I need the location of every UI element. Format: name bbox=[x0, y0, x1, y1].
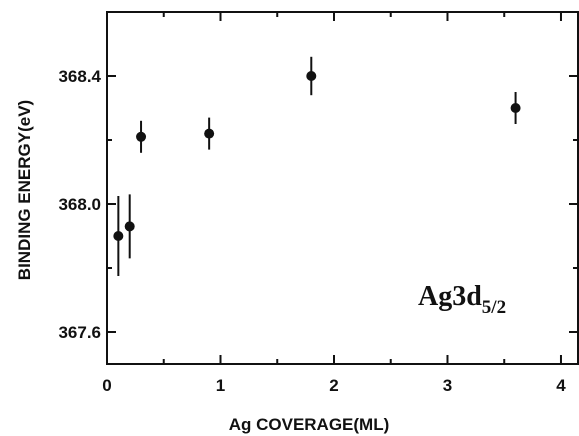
x-tick-label: 3 bbox=[443, 376, 452, 395]
data-point bbox=[124, 221, 135, 232]
x-tick-label: 0 bbox=[102, 376, 111, 395]
plot-frame bbox=[106, 11, 579, 365]
data-points bbox=[113, 56, 521, 276]
x-axis-title: Ag COVERAGE(ML) bbox=[229, 415, 390, 434]
y-axis-ticks: 367.6 368.0 368.4 bbox=[58, 67, 578, 342]
x-tick-label: 2 bbox=[329, 376, 338, 395]
data-point bbox=[204, 128, 215, 139]
annotation-main: Ag3d bbox=[418, 281, 482, 312]
y-axis-title: BINDING ENERGY(eV) bbox=[15, 100, 34, 280]
y-tick-label: 367.6 bbox=[58, 323, 101, 342]
x-axis-ticks: 0 1 2 3 4 bbox=[102, 12, 566, 395]
x-tick-label: 4 bbox=[556, 376, 566, 395]
data-point bbox=[306, 71, 317, 81]
annotation-label: Ag3d5/2 bbox=[418, 281, 506, 318]
y-tick-label: 368.0 bbox=[58, 195, 101, 214]
data-point bbox=[113, 231, 124, 241]
annotation-subscript: 5/2 bbox=[482, 297, 506, 318]
x-tick-label: 1 bbox=[216, 376, 225, 395]
y-tick-label: 368.4 bbox=[58, 67, 101, 86]
data-point bbox=[510, 103, 521, 113]
data-point bbox=[136, 131, 147, 142]
